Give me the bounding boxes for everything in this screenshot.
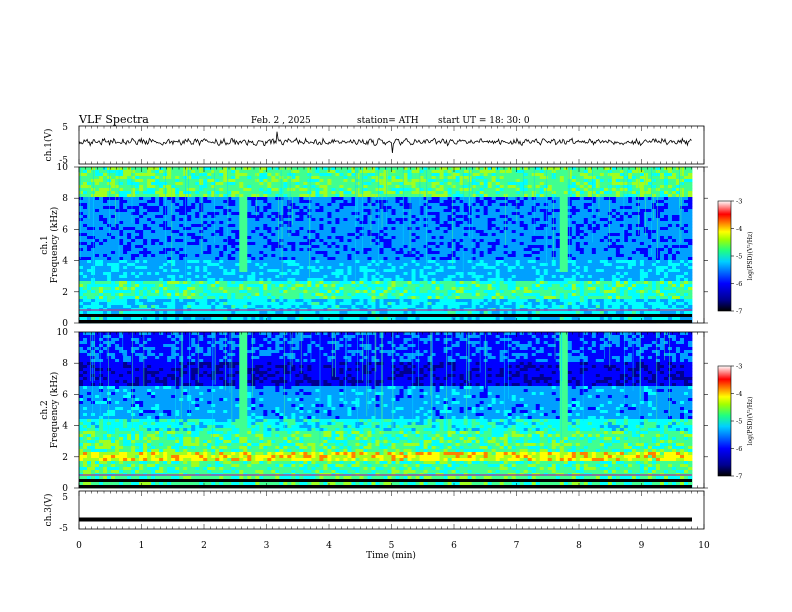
- ch1-colorbar: -3 -4 -5 -6 -7 log(PSD)(V²/Hz): [717, 198, 754, 316]
- station-label: station= ATH: [357, 116, 419, 126]
- time-tick-label: 4: [326, 541, 332, 551]
- ch1-frequency-label: Frequency (kHz): [49, 207, 60, 284]
- colorbar-tick-label: -5: [736, 253, 742, 261]
- ch3-ytick-min: -5: [59, 524, 68, 534]
- colorbar-tick-label: -6: [736, 445, 742, 453]
- time-tick-label: 7: [514, 541, 520, 551]
- time-tick-label: 1: [139, 541, 145, 551]
- ch1-spectrogram-panel: 0 2 4 6 8 10 ch.1 Frequency (kHz): [40, 163, 708, 329]
- ch1-spectrogram-image: [79, 167, 693, 324]
- ch1-colorbar-label: log(PSD)(V²/Hz): [747, 232, 754, 281]
- ch3-ytick-max: 5: [62, 493, 68, 503]
- frequency-tick-label: 4: [62, 257, 68, 267]
- frequency-tick-label: 8: [62, 194, 68, 204]
- ch3-waveform-line: [79, 517, 692, 522]
- frequency-tick-label: 2: [62, 453, 68, 463]
- time-axis-label: Time (min): [366, 550, 416, 561]
- ch2-channel-label: ch.2: [40, 400, 50, 419]
- time-tick-label: 2: [201, 541, 207, 551]
- time-axis: 0 1 2 3 4 5 6 7 8 9 10: [76, 126, 710, 551]
- ch2-frequency-label: Frequency (kHz): [49, 372, 60, 449]
- time-tick-label: 3: [264, 541, 270, 551]
- ch3-volt-label: ch.3(V): [43, 494, 54, 527]
- frequency-tick-label: 10: [57, 328, 69, 338]
- frequency-tick-label: 8: [62, 359, 68, 369]
- frequency-tick-label: 2: [62, 288, 68, 298]
- time-tick-label: 8: [576, 541, 582, 551]
- ch1-colorbar-ramp: [717, 200, 732, 312]
- ch1-volt-label: ch.1(V): [43, 129, 54, 162]
- colorbar-tick-label: -7: [736, 308, 742, 316]
- frequency-tick-label: 6: [62, 390, 68, 400]
- time-tick-label: 9: [639, 541, 645, 551]
- ch1-ytick-max: 5: [62, 123, 68, 133]
- ch3-waveform-panel: 5 -5 ch.3(V): [43, 490, 705, 534]
- ch1-ytick-min: -5: [59, 156, 68, 166]
- frequency-tick-label: 0: [62, 319, 68, 329]
- time-tick-label: 6: [451, 541, 457, 551]
- ch2-colorbar-label: log(PSD)(V²/Hz): [747, 397, 754, 446]
- ch2-colorbar: -3 -4 -5 -6 -7 log(PSD)(V²/Hz): [717, 363, 754, 481]
- colorbar-tick-label: -3: [736, 198, 742, 206]
- frequency-tick-label: 6: [62, 225, 68, 235]
- figure-title: VLF Spectra: [78, 113, 149, 126]
- time-tick-label: 5: [389, 541, 395, 551]
- date-label: Feb. 2 , 2025: [251, 116, 311, 126]
- colorbar-tick-label: -6: [736, 280, 742, 288]
- ch1-waveform-panel: 5 -5 ch.1(V): [43, 123, 705, 166]
- frequency-tick-label: 10: [57, 163, 69, 173]
- colorbar-tick-label: -5: [736, 418, 742, 426]
- ch1-channel-label: ch.1: [40, 235, 50, 254]
- ch1-waveform-line: [78, 131, 692, 153]
- colorbar-tick-label: -4: [736, 225, 742, 233]
- time-tick-label: 10: [698, 541, 710, 551]
- ch2-spectrogram-panel: 0 2 4 6 8 10 ch.2 Frequency (kHz): [40, 328, 708, 494]
- ch2-colorbar-ramp: [717, 365, 732, 477]
- colorbar-tick-label: -3: [736, 363, 742, 371]
- ch2-spectrogram-image: [79, 332, 693, 489]
- start-time-label: start UT = 18: 30: 0: [438, 116, 530, 126]
- colorbar-tick-label: -7: [736, 473, 742, 481]
- time-tick-label: 0: [76, 541, 82, 551]
- colorbar-tick-label: -4: [736, 390, 742, 398]
- ch3-waveform-frame: [78, 490, 705, 530]
- frequency-tick-label: 0: [62, 484, 68, 494]
- frequency-tick-label: 4: [62, 422, 68, 432]
